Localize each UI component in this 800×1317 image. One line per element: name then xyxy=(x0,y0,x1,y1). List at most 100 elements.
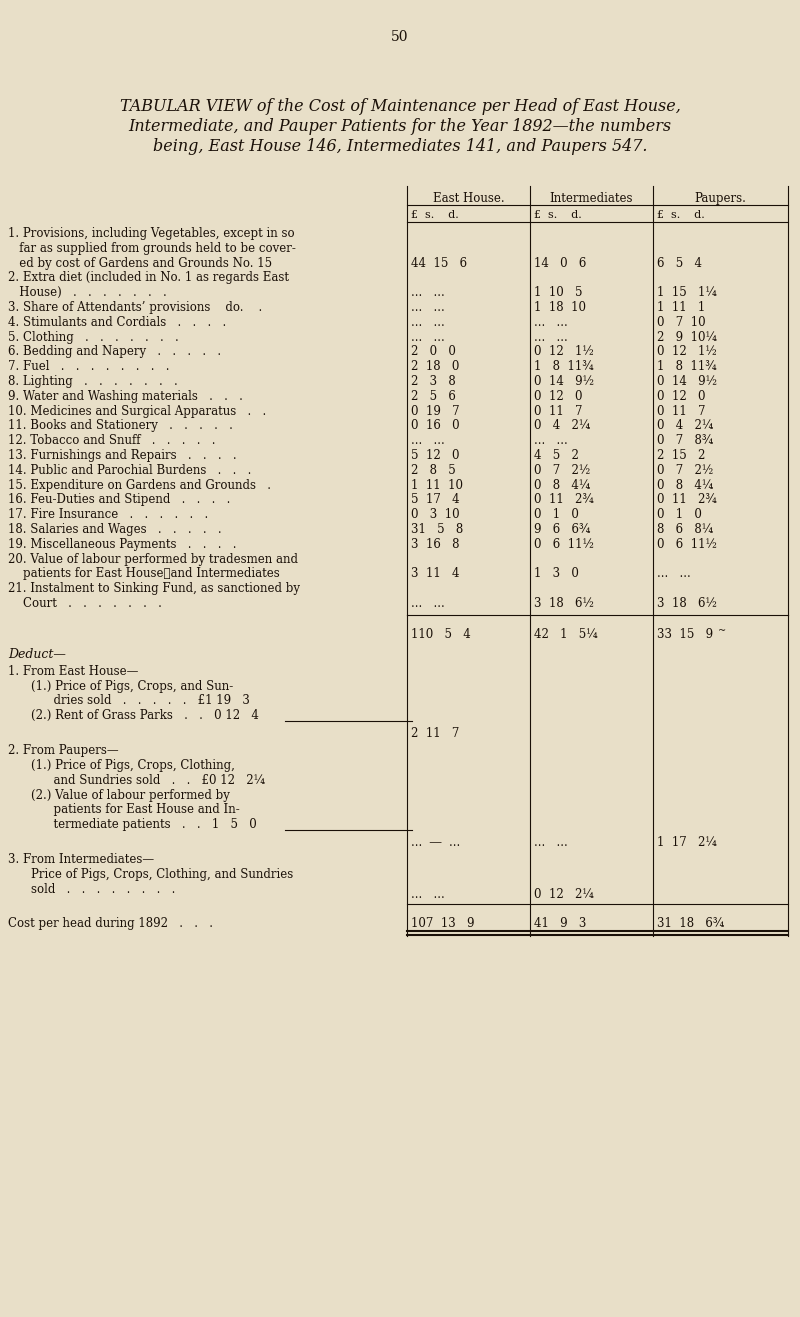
Text: 4. Stimulants and Cordials   .   .   .   .: 4. Stimulants and Cordials . . . . xyxy=(8,316,226,329)
Text: 6   5   4: 6 5 4 xyxy=(657,257,702,270)
Text: patients for East House⎯and Intermediates: patients for East House⎯and Intermediate… xyxy=(8,568,280,581)
Text: 0  19   7: 0 19 7 xyxy=(411,404,460,417)
Text: 0  11   7: 0 11 7 xyxy=(657,404,706,417)
Text: and Sundries sold   .   .   £0 12   2¼: and Sundries sold . . £0 12 2¼ xyxy=(16,774,265,786)
Text: 0  12   0: 0 12 0 xyxy=(657,390,706,403)
Text: ...   ...: ... ... xyxy=(534,836,568,849)
Text: 110   5   4: 110 5 4 xyxy=(411,628,470,641)
Text: 5. Clothing   .   .   .   .   .   .   .: 5. Clothing . . . . . . . xyxy=(8,331,178,344)
Text: 1  15   1¼: 1 15 1¼ xyxy=(657,286,717,299)
Text: ...   ...: ... ... xyxy=(534,316,568,329)
Text: £  s.    d.: £ s. d. xyxy=(657,209,705,220)
Text: 0  11   2¾: 0 11 2¾ xyxy=(657,494,717,507)
Text: termediate patients   .   .   1   5   0: termediate patients . . 1 5 0 xyxy=(16,818,257,831)
Text: ...   ...: ... ... xyxy=(411,302,445,313)
Text: Price of Pigs, Crops, Clothing, and Sundries: Price of Pigs, Crops, Clothing, and Sund… xyxy=(16,868,294,881)
Text: 0   7   2½: 0 7 2½ xyxy=(657,464,714,477)
Text: 2   0   0: 2 0 0 xyxy=(411,345,456,358)
Text: 10. Medicines and Surgical Apparatus   .   .: 10. Medicines and Surgical Apparatus . . xyxy=(8,404,266,417)
Text: (1.) Price of Pigs, Crops, and Sun-: (1.) Price of Pigs, Crops, and Sun- xyxy=(16,680,234,693)
Text: 6. Bedding and Napery   .   .   .   .   .: 6. Bedding and Napery . . . . . xyxy=(8,345,221,358)
Text: 20. Value of labour performed by tradesmen and: 20. Value of labour performed by tradesm… xyxy=(8,553,298,565)
Text: 3  16   8: 3 16 8 xyxy=(411,537,459,551)
Text: 8. Lighting   .   .   .   .   .   .   .: 8. Lighting . . . . . . . xyxy=(8,375,178,389)
Text: 2   3   8: 2 3 8 xyxy=(411,375,456,389)
Text: 5  17   4: 5 17 4 xyxy=(411,494,460,507)
Text: 0  12   2¼: 0 12 2¼ xyxy=(534,888,594,901)
Text: 0  14   9½: 0 14 9½ xyxy=(657,375,717,389)
Text: 1  11   1: 1 11 1 xyxy=(657,302,706,313)
Text: ...  ―  ...: ... ― ... xyxy=(411,836,460,849)
Text: 0   7   2½: 0 7 2½ xyxy=(534,464,590,477)
Text: 14   0   6: 14 0 6 xyxy=(534,257,586,270)
Text: 0   4   2¼: 0 4 2¼ xyxy=(657,419,714,432)
Text: ed by cost of Gardens and Grounds No. 15: ed by cost of Gardens and Grounds No. 15 xyxy=(8,257,272,270)
Text: 0   1   0: 0 1 0 xyxy=(657,508,702,522)
Text: 44  15   6: 44 15 6 xyxy=(411,257,467,270)
Text: Cost per head during 1892   .   .   .: Cost per head during 1892 . . . xyxy=(8,917,213,930)
Text: 4   5   2: 4 5 2 xyxy=(534,449,579,462)
Text: 2. From Paupers—: 2. From Paupers— xyxy=(8,744,118,757)
Text: 0   4   2¼: 0 4 2¼ xyxy=(534,419,590,432)
Text: £  s.    d.: £ s. d. xyxy=(411,209,458,220)
Text: 8   6   8¼: 8 6 8¼ xyxy=(657,523,713,536)
Text: 50: 50 xyxy=(391,30,409,43)
Text: 18. Salaries and Wages   .   .   .   .   .: 18. Salaries and Wages . . . . . xyxy=(8,523,222,536)
Text: 0  12   1½: 0 12 1½ xyxy=(534,345,594,358)
Text: 0   6  11½: 0 6 11½ xyxy=(534,537,594,551)
Text: East House.: East House. xyxy=(433,192,504,205)
Text: 1   3   0: 1 3 0 xyxy=(534,568,579,581)
Text: 11. Books and Stationery   .   .   .   .   .: 11. Books and Stationery . . . . . xyxy=(8,419,233,432)
Text: 0   7  10: 0 7 10 xyxy=(657,316,706,329)
Text: 2   5   6: 2 5 6 xyxy=(411,390,456,403)
Text: (2.) Rent of Grass Parks   .   .   0 12   4: (2.) Rent of Grass Parks . . 0 12 4 xyxy=(16,709,259,722)
Text: 2. Extra diet (included in No. 1 as regards East: 2. Extra diet (included in No. 1 as rega… xyxy=(8,271,289,284)
Text: £  s.    d.: £ s. d. xyxy=(534,209,582,220)
Text: ...   ...: ... ... xyxy=(657,568,690,581)
Text: 1. Provisions, including Vegetables, except in so: 1. Provisions, including Vegetables, exc… xyxy=(8,227,294,240)
Text: ...   ...: ... ... xyxy=(411,331,445,344)
Text: Paupers.: Paupers. xyxy=(694,192,746,205)
Text: 0   6  11½: 0 6 11½ xyxy=(657,537,717,551)
Text: 1   8  11¾: 1 8 11¾ xyxy=(534,361,594,373)
Text: 0  14   9½: 0 14 9½ xyxy=(534,375,594,389)
Text: 9. Water and Washing materials   .   .   .: 9. Water and Washing materials . . . xyxy=(8,390,243,403)
Text: 0   8   4¼: 0 8 4¼ xyxy=(657,478,714,491)
Text: 15. Expenditure on Gardens and Grounds   .: 15. Expenditure on Gardens and Grounds . xyxy=(8,478,271,491)
Text: Court   .   .   .   .   .   .   .: Court . . . . . . . xyxy=(8,597,162,610)
Text: ...   ...: ... ... xyxy=(411,316,445,329)
Text: 0  11   7: 0 11 7 xyxy=(534,404,582,417)
Text: 0   8   4¼: 0 8 4¼ xyxy=(534,478,590,491)
Text: 1   8  11¾: 1 8 11¾ xyxy=(657,361,717,373)
Text: 33  15   9: 33 15 9 xyxy=(657,628,713,641)
Text: 107  13   9: 107 13 9 xyxy=(411,917,474,930)
Text: 21. Instalment to Sinking Fund, as sanctioned by: 21. Instalment to Sinking Fund, as sanct… xyxy=(8,582,300,595)
Text: ...   ...: ... ... xyxy=(534,331,568,344)
Text: 31  18   6¾: 31 18 6¾ xyxy=(657,917,724,930)
Text: Intermediates: Intermediates xyxy=(550,192,634,205)
Text: 2   9  10¼: 2 9 10¼ xyxy=(657,331,717,344)
Text: 0   3  10: 0 3 10 xyxy=(411,508,460,522)
Text: 13. Furnishings and Repairs   .   .   .   .: 13. Furnishings and Repairs . . . . xyxy=(8,449,237,462)
Text: (2.) Value of labour performed by: (2.) Value of labour performed by xyxy=(16,789,230,802)
Text: ...   ...: ... ... xyxy=(411,435,445,448)
Text: 0  12   1½: 0 12 1½ xyxy=(657,345,717,358)
Text: 12. Tobacco and Snuff   .   .   .   .   .: 12. Tobacco and Snuff . . . . . xyxy=(8,435,215,448)
Text: 3  18   6½: 3 18 6½ xyxy=(657,597,717,610)
Text: sold   .   .   .   .   .   .   .   .: sold . . . . . . . . xyxy=(16,882,175,896)
Text: 14. Public and Parochial Burdens   .   .   .: 14. Public and Parochial Burdens . . . xyxy=(8,464,251,477)
Text: 1  17   2¼: 1 17 2¼ xyxy=(657,836,717,849)
Text: 1  10   5: 1 10 5 xyxy=(534,286,582,299)
Text: ...   ...: ... ... xyxy=(534,435,568,448)
Text: 0  16   0: 0 16 0 xyxy=(411,419,460,432)
Text: 17. Fire Insurance   .   .   .   .   .   .: 17. Fire Insurance . . . . . . xyxy=(8,508,208,522)
Text: 19. Miscellaneous Payments   .   .   .   .: 19. Miscellaneous Payments . . . . xyxy=(8,537,237,551)
Text: 42   1   5¼: 42 1 5¼ xyxy=(534,628,598,641)
Text: 31   5   8: 31 5 8 xyxy=(411,523,463,536)
Text: 1  11  10: 1 11 10 xyxy=(411,478,463,491)
Text: 0   7   8¾: 0 7 8¾ xyxy=(657,435,714,448)
Text: dries sold   .   .   .   .   .   £1 19   3: dries sold . . . . . £1 19 3 xyxy=(16,694,250,707)
Text: 0  12   0: 0 12 0 xyxy=(534,390,582,403)
Text: Intermediate, and Pauper Patients for the Year 1892—the numbers: Intermediate, and Pauper Patients for th… xyxy=(129,119,671,136)
Text: 3. From Intermediates—: 3. From Intermediates— xyxy=(8,853,154,867)
